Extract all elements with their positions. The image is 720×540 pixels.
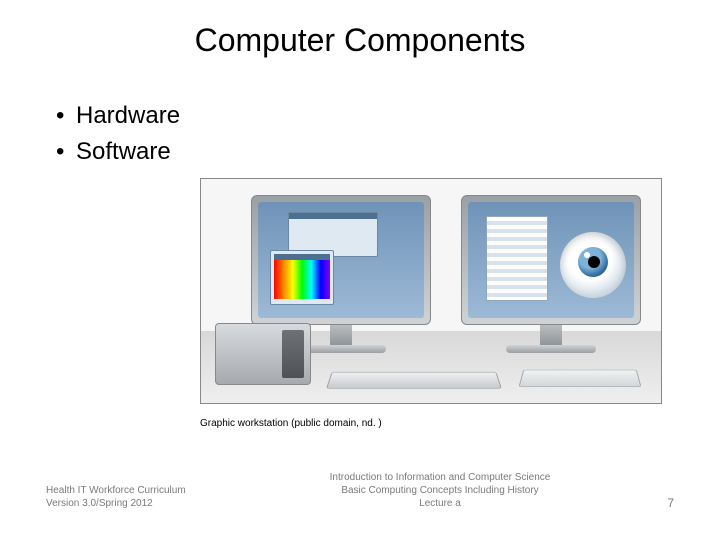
- document-icon: [486, 216, 548, 301]
- bullet-item: • Hardware: [56, 100, 180, 132]
- footer-center-line1: Introduction to Information and Computer…: [246, 471, 634, 484]
- image-caption: Graphic workstation (public domain, nd. …: [200, 418, 382, 429]
- eye-pupil: [588, 256, 600, 268]
- eye-highlight: [584, 252, 590, 258]
- color-spectrum: [274, 260, 330, 299]
- footer-left: Health IT Workforce Curriculum Version 3…: [46, 484, 246, 510]
- slide-title: Computer Components: [0, 22, 720, 59]
- keyboard: [326, 372, 502, 389]
- footer-left-line1: Health IT Workforce Curriculum: [46, 484, 246, 497]
- slide-footer: Health IT Workforce Curriculum Version 3…: [0, 471, 720, 510]
- window-spectrum: [270, 250, 334, 305]
- monitor-bezel: [251, 195, 431, 325]
- monitor-screen: [258, 202, 424, 318]
- footer-center-line2: Basic Computing Concepts Including Histo…: [246, 484, 634, 497]
- bullet-text: Hardware: [76, 100, 180, 132]
- monitor-left: [251, 195, 431, 325]
- monitor-base: [506, 345, 596, 353]
- workstation-image: [200, 178, 662, 404]
- desktop-cpu: [215, 323, 311, 385]
- monitor-bezel: [461, 195, 641, 325]
- monitor-screen: [468, 202, 634, 318]
- bullet-marker: •: [56, 100, 76, 132]
- bullet-text: Software: [76, 136, 171, 168]
- slide: Computer Components • Hardware • Softwar…: [0, 0, 720, 540]
- footer-center-line3: Lecture a: [246, 497, 634, 510]
- footer-center: Introduction to Information and Computer…: [246, 471, 634, 510]
- monitor-stand: [330, 325, 352, 347]
- bullet-marker: •: [56, 136, 76, 168]
- footer-left-line2: Version 3.0/Spring 2012: [46, 497, 246, 510]
- cpu-front-panel: [282, 330, 304, 378]
- monitor-stand: [540, 325, 562, 347]
- pen-tablet: [518, 370, 641, 387]
- monitor-right: [461, 195, 641, 325]
- bullet-item: • Software: [56, 136, 180, 168]
- bullet-list: • Hardware • Software: [56, 100, 180, 173]
- page-number: 7: [634, 496, 674, 510]
